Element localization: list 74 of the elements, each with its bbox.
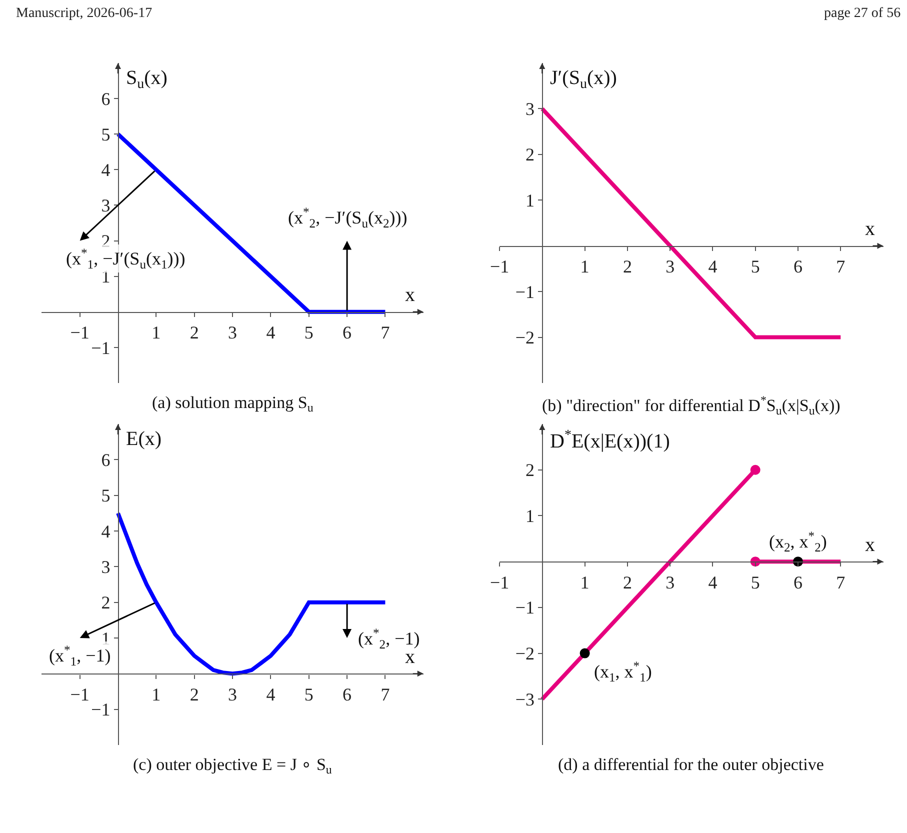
x-tick-label: 1: [152, 684, 161, 704]
y-tick-label: −2: [515, 328, 534, 348]
y-tick-label: −3: [515, 689, 534, 710]
y-tick-label: 4: [101, 521, 110, 542]
x-tick-label: 7: [836, 256, 846, 277]
y-tick-label: 2: [101, 592, 110, 613]
x-tick-label: −1: [490, 572, 510, 592]
text: Manuscript, 2026-06-17: [16, 6, 152, 21]
x-tick-label: 6: [342, 322, 352, 343]
y-tick-label: 3: [101, 556, 110, 577]
text: (a) solution mapping S$_{u}$: [152, 393, 314, 415]
x-axis-title: x: [865, 218, 875, 240]
y-tick-label: 2: [525, 460, 534, 480]
y-tick-label: −1: [91, 338, 110, 358]
x-tick-label: 1: [580, 572, 590, 592]
x-tick-label: 5: [750, 256, 760, 277]
text: (b) "direction" for differential D$^{*}$S$_{u}$(x|S$_{u}$(x)): [542, 393, 840, 418]
x-tick-label: 6: [793, 256, 802, 277]
x-tick-label: 6: [342, 684, 352, 704]
x-tick-label: 5: [750, 572, 760, 592]
y-tick-label: −1: [515, 282, 534, 302]
x-tick-label: 7: [380, 684, 390, 704]
x-tick-label: 1: [580, 256, 590, 277]
y-tick-label: 5: [101, 124, 110, 144]
y-tick-label: 5: [101, 486, 110, 506]
y-tick-label: −2: [515, 644, 534, 664]
point: [750, 464, 760, 475]
y-axis-title: J′(S$_{u}$(x)): [550, 67, 617, 92]
text: page 27 of 56: [824, 6, 901, 21]
x-tick-label: 7: [836, 572, 846, 592]
y-axis-title: E(x): [126, 428, 162, 450]
x-tick-label: 5: [304, 322, 314, 343]
y-tick-label: 6: [101, 88, 110, 109]
y-tick-label: 3: [525, 99, 534, 120]
text: (c) outer objective E = J ∘ S$_{u}$: [133, 755, 332, 777]
annotation: (x$_{1}$, x$^{*}$$_{1}$): [594, 659, 652, 684]
x-tick-label: 5: [304, 684, 314, 704]
y-tick-label: 1: [525, 190, 534, 210]
point: [580, 648, 590, 658]
x-tick-label: 4: [266, 684, 276, 704]
x-tick-label: 2: [622, 572, 632, 592]
x-tick-label: −1: [490, 256, 510, 277]
y-axis-title: S$_{u}$(x): [126, 67, 168, 92]
x-tick-label: 4: [708, 572, 718, 592]
x-axis-title: x: [405, 284, 415, 306]
y-tick-label: −1: [91, 700, 110, 720]
x-tick-label: −1: [70, 684, 90, 704]
x-tick-label: 3: [666, 256, 675, 277]
y-tick-label: −1: [515, 598, 534, 618]
line-series: [116, 511, 388, 676]
x-tick-label: 7: [380, 322, 390, 343]
y-tick-label: 3: [101, 196, 110, 216]
y-tick-label: 6: [101, 450, 110, 470]
annotation: (x$^{*}$$_{1}$, −1): [49, 643, 111, 668]
x-tick-label: 2: [622, 256, 632, 277]
annotation: (x$^{*}$$_{1}$, −J′(S$_{u}$(x$_{1}$))): [66, 246, 186, 272]
y-axis-title: D$^{*}$E(x|E(x))(1): [550, 428, 670, 452]
annotation: (x$^{*}$$_{2}$, −J′(S$_{u}$(x$_{2}$))): [288, 205, 408, 230]
x-tick-label: 2: [190, 684, 199, 704]
x-tick-label: 6: [793, 572, 802, 592]
x-tick-label: 4: [708, 256, 718, 277]
text: (d) a differential for the outer objective: [558, 755, 824, 774]
x-tick-label: 2: [190, 322, 199, 343]
annotation: (x$_{2}$, x$^{*}$$_{2}$): [769, 529, 827, 554]
x-tick-label: 3: [228, 684, 238, 704]
x-tick-label: 3: [666, 572, 675, 592]
y-tick-label: 2: [525, 144, 534, 165]
x-tick-label: 1: [152, 322, 161, 343]
y-tick-label: 4: [101, 160, 110, 180]
x-axis-title: x: [865, 534, 875, 556]
y-tick-label: 1: [525, 506, 534, 526]
x-tick-label: 4: [266, 322, 276, 343]
x-tick-label: −1: [70, 322, 90, 343]
x-tick-label: 3: [228, 322, 238, 343]
